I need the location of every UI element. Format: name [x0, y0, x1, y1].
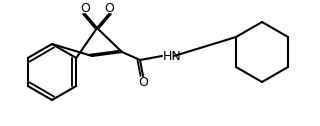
- Text: O: O: [138, 75, 148, 88]
- Text: O: O: [80, 3, 90, 15]
- Text: HN: HN: [163, 50, 182, 62]
- Text: O: O: [104, 3, 114, 15]
